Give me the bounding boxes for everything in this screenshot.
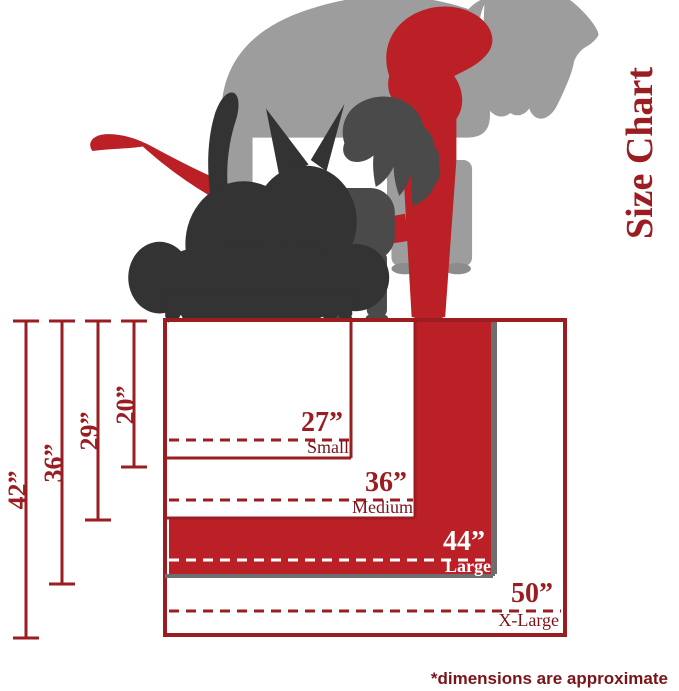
svg-text:29”: 29” [75, 412, 104, 451]
svg-text:27”: 27” [301, 407, 343, 438]
svg-text:44”: 44” [443, 526, 485, 557]
svg-text:36”: 36” [39, 444, 68, 483]
svg-text:X-Large: X-Large [498, 610, 559, 630]
svg-text:20”: 20” [111, 386, 140, 425]
svg-text:Large: Large [445, 556, 491, 576]
svg-text:50”: 50” [511, 578, 553, 609]
svg-text:42”: 42” [3, 471, 32, 510]
svg-text:Medium: Medium [352, 497, 413, 517]
svg-text:36”: 36” [365, 467, 407, 498]
svg-text:*dimensions are approximate: *dimensions are approximate [431, 669, 668, 688]
svg-text:Small: Small [307, 437, 349, 457]
svg-text:Size Chart: Size Chart [619, 67, 661, 239]
